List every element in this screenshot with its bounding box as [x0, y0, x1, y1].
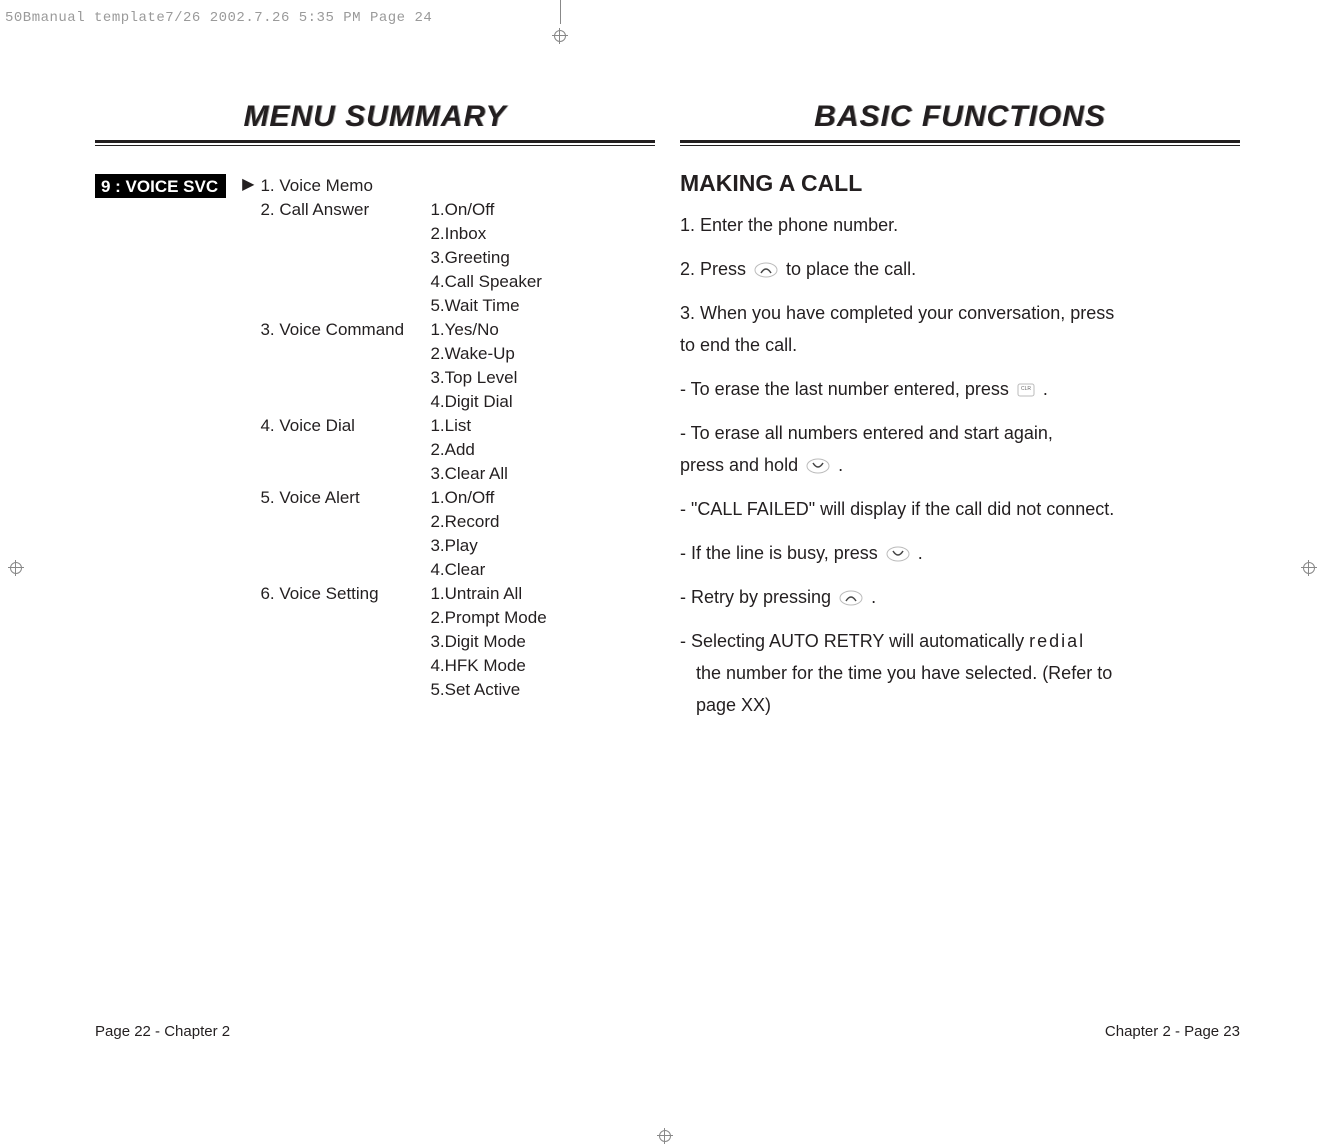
menu-item-left	[260, 270, 430, 294]
text: to place the call.	[786, 259, 916, 279]
text: - To erase the last number entered, pres…	[680, 379, 1014, 399]
clear-key-icon: CLR	[1016, 381, 1036, 399]
text: the number for the time you have selecte…	[680, 663, 1112, 683]
menu-item-right: 4.Digit Dial	[430, 390, 590, 414]
body-text: 1. Enter the phone number. 2. Press to p…	[680, 209, 1240, 721]
menu-item-right: 5.Wait Time	[430, 294, 590, 318]
menu-item-right: 3.Clear All	[430, 462, 590, 486]
svg-text:CLR: CLR	[1021, 386, 1031, 392]
text: - If the line is busy, press	[680, 543, 883, 563]
arrow-icon: ▶	[242, 174, 254, 702]
menu-columns: 1. Voice Memo2. Call Answer 3. Voice Com…	[260, 174, 590, 702]
text: .	[1043, 379, 1048, 399]
line-6: - "CALL FAILED" will display if the call…	[680, 493, 1240, 525]
crop-mark-left	[8, 560, 24, 576]
section-tag: 9 : VOICE SVC	[95, 174, 226, 198]
end-key-icon	[885, 545, 911, 563]
right-page: BASIC FUNCTIONS MAKING A CALL 1. Enter t…	[680, 100, 1240, 1040]
menu-item-right: 2.Add	[430, 438, 590, 462]
menu-item-left	[260, 678, 430, 702]
menu-item-left	[260, 294, 430, 318]
menu-item-left	[260, 558, 430, 582]
menu-item-right: 4.Clear	[430, 558, 590, 582]
line-8: - Retry by pressing .	[680, 581, 1240, 613]
menu-item-left	[260, 606, 430, 630]
send-key-icon	[753, 261, 779, 279]
footer-left: Page 22 - Chapter 2	[95, 1023, 230, 1040]
line-5: - To erase all numbers entered and start…	[680, 417, 1240, 481]
menu-item-right: 4.HFK Mode	[430, 654, 590, 678]
text: .	[871, 587, 876, 607]
text: - Retry by pressing	[680, 587, 836, 607]
text: - To erase all numbers entered and start…	[680, 423, 1053, 443]
print-header: 50Bmanual template7/26 2002.7.26 5:35 PM…	[5, 10, 432, 26]
menu-item-left: 2. Call Answer	[260, 198, 430, 222]
menu-item-left	[260, 630, 430, 654]
text: page XX)	[680, 695, 771, 715]
text: - Selecting AUTO RETRY will automaticall…	[680, 631, 1029, 651]
menu-item-left	[260, 462, 430, 486]
left-page: MENU SUMMARY 9 : VOICE SVC ▶ 1. Voice Me…	[95, 100, 655, 1040]
menu-item-right: 1.Untrain All	[430, 582, 590, 606]
line-4: - To erase the last number entered, pres…	[680, 373, 1240, 405]
menu-item-right: 3.Play	[430, 534, 590, 558]
line-1: 1. Enter the phone number.	[680, 209, 1240, 241]
menu-item-right: 1.List	[430, 414, 590, 438]
title-rule	[680, 140, 1240, 143]
text: to end the call.	[680, 335, 797, 355]
menu-item-right: 1.On/Off	[430, 198, 590, 222]
end-key-icon	[805, 457, 831, 475]
menu-item-right: 5.Set Active	[430, 678, 590, 702]
line-2: 2. Press to place the call.	[680, 253, 1240, 285]
menu-item-left: 4. Voice Dial	[260, 414, 430, 438]
menu-item-right: 3.Top Level	[430, 366, 590, 390]
menu-item-left	[260, 510, 430, 534]
title-rule-thin	[95, 145, 655, 146]
menu-item-right: 2.Prompt Mode	[430, 606, 590, 630]
line-7: - If the line is busy, press .	[680, 537, 1240, 569]
menu-item-left	[260, 654, 430, 678]
menu-item-left	[260, 438, 430, 462]
menu-item-right: 3.Digit Mode	[430, 630, 590, 654]
text: press and hold	[680, 455, 803, 475]
text: redial	[1029, 631, 1085, 651]
text: 2. Press	[680, 259, 751, 279]
page-title-left: MENU SUMMARY	[95, 100, 655, 134]
page-title-right: BASIC FUNCTIONS	[680, 100, 1240, 134]
crop-mark-right	[1301, 560, 1317, 576]
menu-item-right: 2.Wake-Up	[430, 342, 590, 366]
menu-item-left	[260, 222, 430, 246]
send-key-icon	[838, 589, 864, 607]
menu-item-left: 6. Voice Setting	[260, 582, 430, 606]
line-9: - Selecting AUTO RETRY will automaticall…	[680, 625, 1240, 721]
title-rule	[95, 140, 655, 143]
menu-item-left	[260, 390, 430, 414]
menu-item-right: 2.Record	[430, 510, 590, 534]
footer-right: Chapter 2 - Page 23	[1105, 1023, 1240, 1040]
text: .	[838, 455, 843, 475]
line-3: 3. When you have completed your conversa…	[680, 297, 1240, 361]
menu-item-left	[260, 246, 430, 270]
menu-item-left: 1. Voice Memo	[260, 174, 430, 198]
menu-item-left	[260, 366, 430, 390]
menu-item-left	[260, 534, 430, 558]
menu-item-left: 3. Voice Command	[260, 318, 430, 342]
menu-item-right: 4.Call Speaker	[430, 270, 590, 294]
title-rule-thin	[680, 145, 1240, 146]
text: 3. When you have completed your conversa…	[680, 303, 1114, 323]
menu-item-right	[430, 174, 590, 198]
menu-item-right: 3.Greeting	[430, 246, 590, 270]
menu-item-right: 2.Inbox	[430, 222, 590, 246]
menu-item-right: 1.Yes/No	[430, 318, 590, 342]
menu-item-left	[260, 342, 430, 366]
menu-item-left: 5. Voice Alert	[260, 486, 430, 510]
menu-item-right: 1.On/Off	[430, 486, 590, 510]
section-heading: MAKING A CALL	[680, 170, 1240, 197]
text: .	[918, 543, 923, 563]
